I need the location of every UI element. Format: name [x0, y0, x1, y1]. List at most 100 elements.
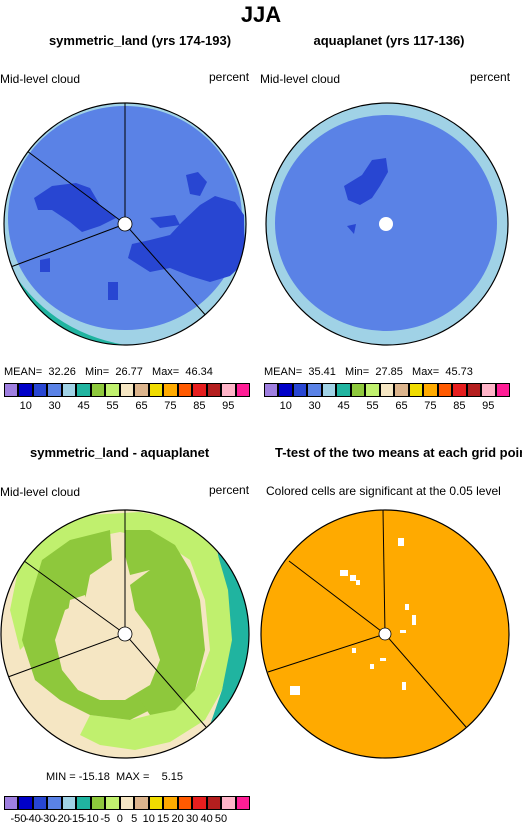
panel4-meridian-3 [267, 633, 386, 673]
colorbar-tick-label: 20 [171, 813, 184, 825]
colorbar-swatch [163, 383, 178, 397]
colorbar-swatch [119, 796, 135, 810]
panel1-colorbar [4, 383, 250, 397]
colorbar-tick-label: 50 [214, 813, 228, 825]
panel4-nonsig-cell [380, 658, 386, 661]
colorbar-swatch [437, 383, 453, 397]
colorbar-tick-label: 10 [142, 813, 155, 825]
panel4-pole-marker [378, 627, 392, 641]
panel2-units-label: percent [470, 70, 511, 84]
colorbar-tick-label: 30 [48, 400, 61, 412]
colorbar-swatch [47, 796, 62, 810]
colorbar-swatch [61, 796, 77, 810]
panel4-nonsig-cell [352, 648, 356, 653]
colorbar-swatch [394, 383, 409, 397]
colorbar-tick-label: -5 [100, 813, 111, 825]
colorbar-swatch [76, 383, 91, 397]
panel4-nonsig-cell [402, 682, 406, 690]
panel4-nonsig-cell [356, 580, 360, 585]
panel3-green [22, 530, 190, 720]
colorbar-swatch [148, 796, 164, 810]
colorbar-swatch [278, 383, 293, 397]
panel3-colorbar [4, 796, 250, 810]
colorbar-tick-label: 5 [131, 813, 138, 825]
panel2-map-border [265, 102, 509, 346]
panel2-dark-blob-1 [344, 158, 388, 205]
panel2-colorbar [264, 383, 510, 397]
colorbar-tick-label: 65 [135, 400, 148, 412]
panel2-pole-marker [379, 217, 393, 231]
colorbar-tick-label: 95 [222, 400, 235, 412]
panel4-nonsig-cell [290, 686, 300, 695]
colorbar-tick-label: 15 [157, 813, 170, 825]
panel4-title: T-test of the two means at each grid poi… [275, 445, 522, 460]
colorbar-swatch [235, 383, 250, 397]
panel1-meridian-4 [124, 223, 209, 319]
colorbar-swatch [206, 796, 222, 810]
panel4-nonsig-cell [405, 604, 409, 610]
panel1-pole-marker [117, 216, 133, 232]
colorbar-swatch [4, 383, 19, 397]
colorbar-swatch [321, 383, 337, 397]
panel1-dark-blob-6 [40, 258, 50, 272]
colorbar-swatch [177, 383, 193, 397]
colorbar-swatch [32, 383, 48, 397]
colorbar-swatch [206, 383, 222, 397]
colorbar-tick-label: 55 [106, 400, 119, 412]
colorbar-swatch [163, 796, 178, 810]
colorbar-tick-label: -15 [68, 813, 85, 825]
colorbar-swatch [452, 383, 467, 397]
colorbar-swatch [105, 796, 120, 810]
colorbar-tick-label: -30 [39, 813, 56, 825]
colorbar-tick-label: 40 [200, 813, 213, 825]
colorbar-swatch [423, 383, 438, 397]
colorbar-tick-label: 85 [193, 400, 206, 412]
panel4-meridian-2 [288, 560, 386, 635]
panel2-title: aquaplanet (yrs 117-136) [313, 33, 465, 48]
main-title: JJA [240, 2, 282, 27]
colorbar-tick-label: 85 [453, 400, 466, 412]
colorbar-tick-label: 30 [308, 400, 321, 412]
colorbar-swatch [4, 796, 19, 810]
panel3-units-label: percent [209, 483, 250, 497]
panel1-dark-blob-1 [34, 183, 116, 232]
colorbar-tick-label: 45 [77, 400, 90, 412]
panel4-nonsig-cell [340, 570, 348, 576]
panel4-meridian-1 [382, 510, 386, 635]
colorbar-tick-label: 75 [164, 400, 177, 412]
colorbar-tick-label: 65 [395, 400, 408, 412]
panel4-nonsig-cell [412, 615, 416, 625]
colorbar-tick-label: -10 [82, 813, 99, 825]
panel4-subtitle: Colored cells are significant at the 0.0… [266, 484, 501, 498]
panel1-title: symmetric_land (yrs 174-193) [48, 33, 232, 48]
panel3-meridian-3 [7, 633, 126, 678]
panel3-pole-marker [117, 626, 133, 642]
panel1-map-border [3, 102, 247, 346]
panel1-stats: MEAN= 32.26 Min= 26.77 Max= 46.34 [4, 366, 213, 378]
colorbar-swatch [32, 796, 48, 810]
colorbar-tick-label: -50 [10, 813, 27, 825]
panel3-green-2 [125, 530, 205, 715]
panel1-dark-blob-5 [108, 282, 118, 300]
colorbar-tick-label: 10 [279, 400, 292, 412]
colorbar-swatch [47, 383, 62, 397]
panel3-map-border [0, 509, 250, 759]
colorbar-swatch [134, 796, 149, 810]
colorbar-tick-label: 30 [185, 813, 199, 825]
colorbar-swatch [292, 383, 308, 397]
colorbar-swatch [481, 383, 496, 397]
colorbar-swatch [495, 383, 510, 397]
colorbar-swatch [61, 383, 77, 397]
panel4-meridian-4 [384, 633, 467, 728]
colorbar-tick-label: 55 [366, 400, 379, 412]
panel2-dark-blob-2 [347, 224, 356, 234]
colorbar-tick-label: -40 [24, 813, 41, 825]
panel4-nonsig-cell [400, 630, 406, 633]
colorbar-swatch [365, 383, 380, 397]
colorbar-swatch [235, 796, 250, 810]
panel3-title: symmetric_land - aquaplanet [30, 445, 210, 460]
